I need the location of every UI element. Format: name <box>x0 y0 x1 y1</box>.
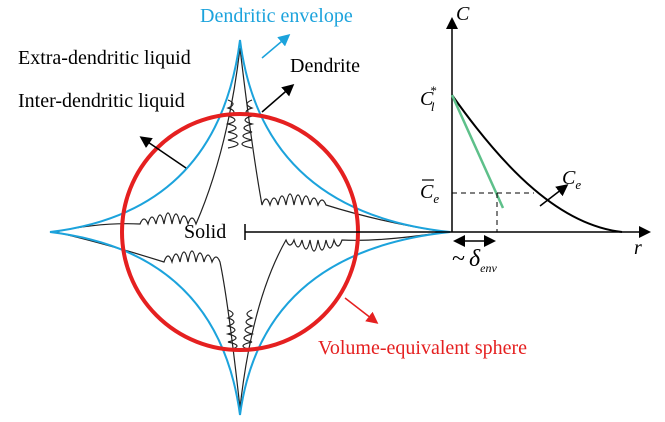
arrow <box>261 34 291 59</box>
label: Volume-equivalent sphere <box>318 337 527 359</box>
x-axis-label: r <box>634 237 642 259</box>
c-e: Ce <box>562 167 581 192</box>
c-star: C* l <box>420 83 437 114</box>
profile-curve <box>451 94 623 233</box>
label: Inter-dendritic liquid <box>18 90 185 112</box>
label: Extra-dendritic liquid <box>18 47 191 69</box>
c-bar: Ce <box>420 181 439 206</box>
label: Dendrite <box>290 55 360 77</box>
label: Solid <box>184 221 226 243</box>
tangent <box>450 94 505 209</box>
arrow <box>539 184 569 207</box>
y-axis-label: C <box>456 3 470 25</box>
envelope <box>49 39 451 416</box>
dendrite <box>54 47 446 409</box>
label: Dendritic envelope <box>200 5 353 27</box>
arrow <box>344 297 379 324</box>
arrow <box>261 84 295 113</box>
arrow <box>139 136 187 169</box>
delta: ~ δenv <box>452 246 497 275</box>
